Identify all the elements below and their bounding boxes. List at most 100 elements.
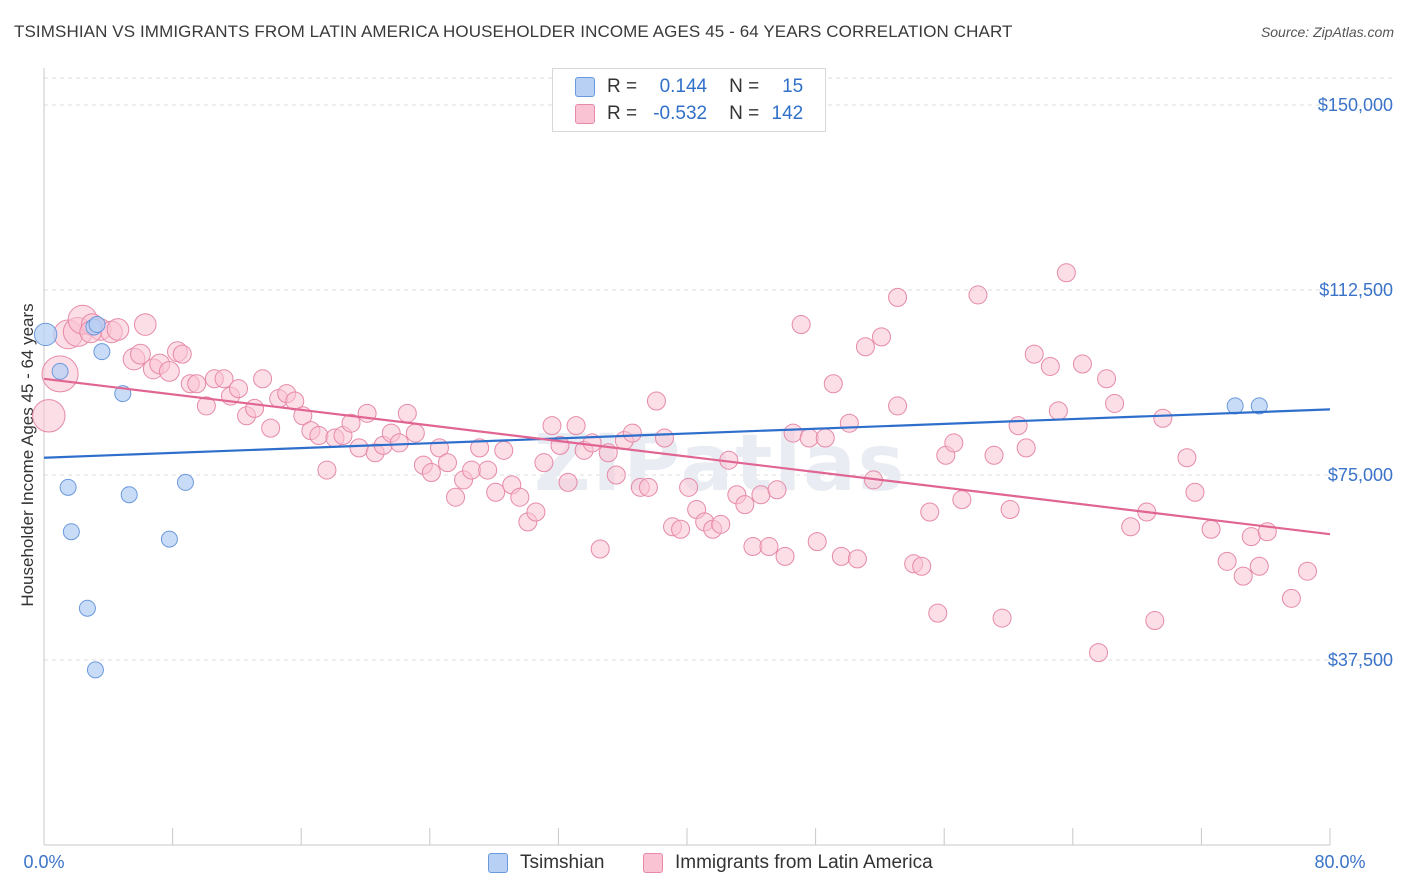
latin-america-trend-line [43,377,1331,536]
legend-label-tsimshian: Tsimshian [520,852,605,873]
tsimshian-point [160,530,178,548]
x-tick-label: 80.0% [1314,852,1365,872]
tsimshian-point [93,343,111,361]
latin-america-point [775,546,795,566]
latin-america-point [984,445,1004,465]
latin-america-point [1048,401,1068,421]
tsimshian-swatch [575,77,595,97]
latin-america-point [494,440,514,460]
latin-america-point [1097,369,1117,389]
latin-america-point [510,487,530,507]
latin-america-point [106,318,130,341]
tsimshian-point [51,362,69,380]
latin-america-point [606,465,626,485]
latin-america-point [839,413,859,433]
latin-america-point [341,413,361,433]
latin-america-point [349,438,369,458]
latin-america-point [638,477,658,497]
latin-america-point [743,537,763,557]
latin-america-point [478,460,498,480]
watermark: ZIPatlas [534,419,906,509]
tsimshian-point [62,523,80,541]
latin-america-point [421,463,441,483]
stats-legend: R = 0.144 N = 15 R = -0.532 N = 142 [552,68,826,132]
latin-america-point [542,416,562,436]
latin-america-point [229,379,249,399]
latin-america-point [992,608,1012,628]
latin-america-point [679,477,699,497]
tsimshian-point [86,661,104,679]
latin-america-point [920,502,940,522]
latin-america-point [1249,556,1269,576]
n-value: 142 [771,103,804,124]
latin-america-point [470,438,490,458]
latin-america-point [133,313,157,336]
y-tick-label: $112,500 [1319,280,1393,300]
latin-america-point [446,487,466,507]
tsimshian-swatch [488,853,508,873]
n-value: 15 [782,76,804,97]
latin-america-point [1177,448,1197,468]
latin-america-point [944,433,964,453]
latin-america-point [187,374,207,394]
latin-america-point [130,343,151,365]
latin-america-point [437,453,457,473]
latin-america-point [671,519,691,539]
tsimshian-point [78,599,96,617]
latin-america-point [1105,393,1125,413]
latin-america-point [1217,551,1237,571]
latin-america-point [397,403,417,423]
legend-label-latin-america: Immigrants from Latin America [675,852,933,873]
latin-america-point [799,428,819,448]
latin-america-point [928,603,948,623]
latin-america-point [558,472,578,492]
latin-america-point [654,428,674,448]
latin-america-point [309,426,329,446]
tsimshian-point [1250,397,1268,415]
latin-america-point [1297,561,1317,581]
latin-america-point [486,482,506,502]
latin-america-point [526,502,546,522]
latin-america-point [590,539,610,559]
stats-row-latin-america: R = -0.532 N = 142 [553,102,803,126]
latin-america-point [1056,263,1076,283]
latin-america-point [1201,519,1221,539]
latin-america-point [1185,482,1205,502]
latin-america-point [172,344,192,364]
latin-america-point [317,460,337,480]
latin-america-point [646,391,666,411]
tsimshian-trend-line [43,408,1331,459]
r-label: R = [607,103,638,124]
latin-america-point [751,485,771,505]
latin-america-point [807,532,827,552]
latin-america-point [823,374,843,394]
latin-america-point [847,549,867,569]
latin-america-point [888,396,908,416]
latin-america-point [253,369,273,389]
latin-america-point [831,546,851,566]
stats-row-tsimshian: R = 0.144 N = 15 [553,75,803,99]
latin-america-point [888,287,908,307]
n-label: N = [729,103,760,124]
latin-america-point [767,480,787,500]
latin-america-swatch [575,104,595,124]
n-label: N = [729,76,760,97]
latin-america-point [389,433,409,453]
tsimshian-point [59,478,77,496]
latin-america-point [566,416,586,436]
latin-america-point [1024,344,1044,364]
latin-america-point [534,453,554,473]
latin-america-point [1121,517,1141,537]
latin-america-point [1008,416,1028,436]
latin-america-point [622,423,642,443]
latin-america-point [1281,588,1301,608]
latin-america-point [815,428,835,448]
source-label: Source: ZipAtlas.com [1260,24,1394,40]
x-tick-label: 0.0% [23,852,64,872]
bottom-legend: Tsimshian Immigrants from Latin America [0,852,1406,876]
latin-america-point [1072,354,1092,374]
tsimshian-point [176,473,194,491]
latin-america-point [1089,643,1109,663]
latin-america-point [1040,356,1060,376]
latin-america-point [214,369,234,389]
